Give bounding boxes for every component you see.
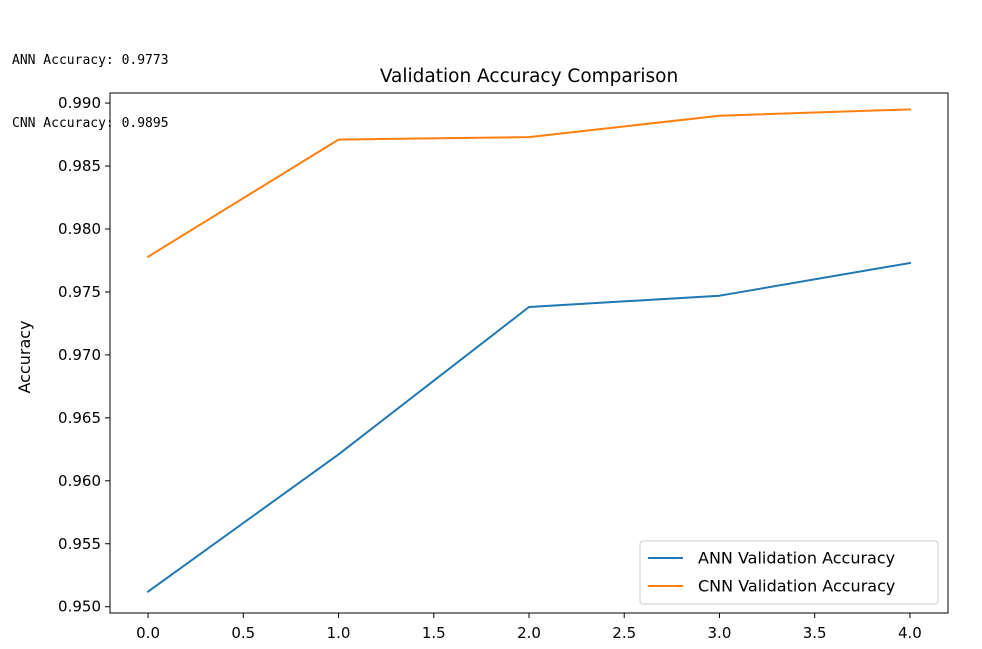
ann-accuracy-output: ANN Accuracy: 0.9773 bbox=[12, 53, 169, 68]
legend-box bbox=[639, 540, 939, 605]
y-tick-label: 0.955 bbox=[58, 535, 101, 553]
legend-label: CNN Validation Accuracy bbox=[698, 577, 895, 596]
console-output: ANN Accuracy: 0.9773 CNN Accuracy: 0.989… bbox=[12, 8, 169, 155]
x-tick-label: 4.0 bbox=[898, 624, 922, 642]
y-tick-label: 0.965 bbox=[58, 409, 101, 427]
x-tick-label: 0.0 bbox=[136, 624, 160, 642]
series-line-1 bbox=[146, 108, 911, 259]
axes-frame bbox=[109, 92, 949, 614]
x-tick-label: 2.0 bbox=[517, 624, 541, 642]
chart-title: Validation Accuracy Comparison bbox=[380, 66, 678, 87]
y-axis-title: Accuracy bbox=[15, 320, 34, 393]
y-tick-label: 0.960 bbox=[58, 472, 101, 490]
legend: ANN Validation Accuracy CNN Validation Ac… bbox=[639, 540, 939, 605]
plot-area: 0.0 0.5 1.0 1.5 2.0 2.5 3.0 3.5 4.0 0.950 0.955 0.9… bbox=[58, 92, 949, 642]
x-tick-label: 3.5 bbox=[803, 624, 827, 642]
y-tick-label: 0.985 bbox=[58, 157, 101, 175]
x-tick-label: 1.0 bbox=[327, 624, 351, 642]
legend-label: ANN Validation Accuracy bbox=[698, 549, 895, 568]
x-tick-label: 1.5 bbox=[422, 624, 446, 642]
x-tick-label: 3.0 bbox=[708, 624, 732, 642]
y-tick-label: 0.970 bbox=[58, 346, 101, 364]
x-tick-label: 0.5 bbox=[231, 624, 255, 642]
y-tick-label: 0.975 bbox=[58, 283, 101, 301]
x-tick-label: 2.5 bbox=[612, 624, 636, 642]
cnn-accuracy-output: CNN Accuracy: 0.9895 bbox=[12, 116, 169, 131]
y-tick-label: 0.950 bbox=[58, 598, 101, 616]
y-tick-label: 0.980 bbox=[58, 220, 101, 238]
y-tick-label: 0.990 bbox=[58, 94, 101, 112]
series-line-0 bbox=[146, 261, 912, 593]
